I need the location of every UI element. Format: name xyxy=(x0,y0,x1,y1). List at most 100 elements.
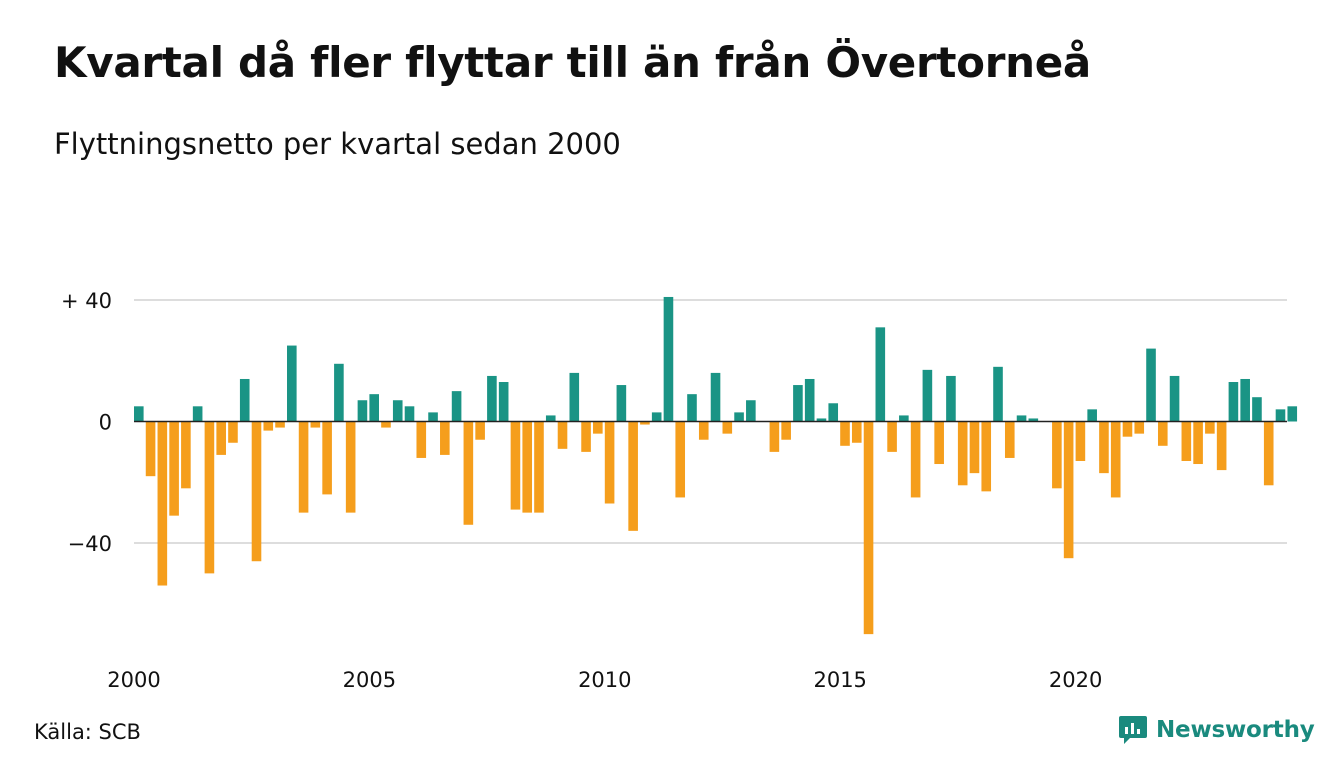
bar xyxy=(993,366,1003,422)
bar xyxy=(251,421,262,562)
bar xyxy=(1287,406,1298,422)
bar xyxy=(1134,421,1145,434)
bar xyxy=(569,372,580,422)
bar xyxy=(428,412,438,422)
brand[interactable]: Newsworthy xyxy=(1118,714,1315,746)
bar xyxy=(334,363,344,422)
bar xyxy=(157,421,168,586)
bar xyxy=(404,406,415,422)
brand-name: Newsworthy xyxy=(1156,717,1315,743)
bar xyxy=(181,421,191,489)
bar xyxy=(934,421,944,465)
bar xyxy=(710,372,721,422)
bar xyxy=(851,421,862,443)
bar xyxy=(145,421,156,477)
bar xyxy=(345,421,356,513)
bar xyxy=(616,385,627,422)
bar xyxy=(1004,421,1015,458)
bar xyxy=(392,400,403,422)
bar xyxy=(134,406,144,422)
y-tick-label: + 40 xyxy=(61,289,112,313)
bar xyxy=(887,421,897,452)
bar xyxy=(522,421,533,513)
bar xyxy=(698,421,709,440)
grid-lines xyxy=(134,299,1287,544)
bars xyxy=(134,296,1298,635)
bar xyxy=(746,400,756,422)
bar xyxy=(899,415,909,422)
bar xyxy=(322,421,332,495)
bar xyxy=(687,394,697,422)
y-tick-label: 0 xyxy=(99,411,112,435)
bar xyxy=(369,394,379,422)
bar xyxy=(263,421,274,431)
bar xyxy=(381,421,391,428)
bar xyxy=(416,421,427,458)
bar xyxy=(1169,375,1180,422)
bar xyxy=(192,406,203,422)
bar xyxy=(628,421,638,531)
bar xyxy=(1263,421,1274,486)
bar-chart: + 40 0 −40 2000 2005 2010 2015 2020 xyxy=(61,289,1298,692)
bar xyxy=(593,421,603,434)
x-tick-label: 2010 xyxy=(578,668,631,692)
x-tick-label: 2005 xyxy=(343,668,396,692)
bar xyxy=(816,418,827,422)
bar xyxy=(675,421,686,498)
bar xyxy=(1087,409,1097,422)
bar xyxy=(863,421,874,635)
bar xyxy=(840,421,850,446)
y-tick-label: −40 xyxy=(68,532,112,556)
bar xyxy=(204,421,215,574)
bar xyxy=(239,378,250,422)
bar xyxy=(545,415,556,422)
bar xyxy=(475,421,485,440)
bar xyxy=(946,375,956,422)
source-note: Källa: SCB xyxy=(34,720,141,744)
bar xyxy=(1275,409,1286,422)
bar xyxy=(1016,415,1027,422)
bar xyxy=(581,421,591,452)
bar xyxy=(1216,421,1227,471)
bar xyxy=(969,421,980,474)
bar xyxy=(828,403,839,422)
bar xyxy=(557,421,568,449)
bar xyxy=(663,296,674,422)
x-tick-label: 2000 xyxy=(107,668,160,692)
bar xyxy=(922,369,933,422)
bar xyxy=(793,385,803,422)
bar xyxy=(1157,421,1168,446)
bar xyxy=(357,400,368,422)
x-tick-label: 2020 xyxy=(1049,668,1102,692)
bar xyxy=(1099,421,1109,474)
bar xyxy=(957,421,968,486)
bar xyxy=(510,421,521,510)
bar xyxy=(804,378,815,422)
bar xyxy=(1228,382,1239,422)
newsworthy-logo-icon xyxy=(1119,716,1147,744)
bar xyxy=(1028,418,1039,422)
bar xyxy=(534,421,544,513)
bar xyxy=(498,382,509,422)
bar xyxy=(1252,397,1262,422)
bar xyxy=(604,421,615,504)
bar xyxy=(487,375,497,422)
bar xyxy=(1240,378,1250,422)
bar xyxy=(228,421,238,443)
bar xyxy=(310,421,321,428)
bar xyxy=(287,345,297,422)
bar xyxy=(451,391,462,422)
bar xyxy=(216,421,226,455)
bar xyxy=(651,412,662,422)
bar xyxy=(875,327,886,422)
axes: + 40 0 −40 2000 2005 2010 2015 2020 xyxy=(61,289,1287,692)
bar xyxy=(981,421,992,492)
chart-subtitle: Flyttningsnetto per kvartal sedan 2000 xyxy=(54,127,621,161)
bar xyxy=(910,421,921,498)
bar xyxy=(440,421,450,455)
bar xyxy=(1063,421,1074,559)
bar xyxy=(1205,421,1215,434)
bar xyxy=(1075,421,1086,461)
bar xyxy=(1193,421,1203,465)
bar xyxy=(722,421,733,434)
